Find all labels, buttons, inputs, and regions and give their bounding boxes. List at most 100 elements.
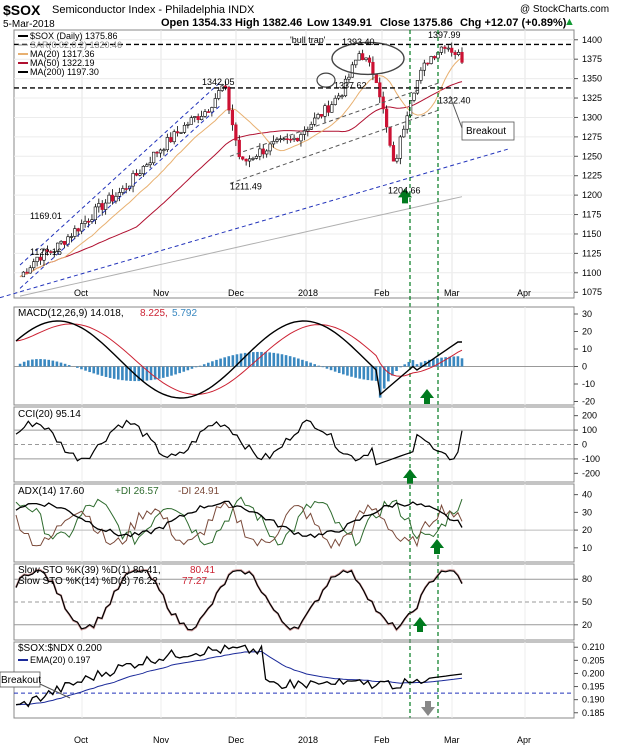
macd-histogram-bar [272,352,276,367]
candle-body [361,53,365,61]
candle-body [409,100,413,117]
candle-body [145,164,149,167]
minus-di-label: -DI 24.91 [178,486,220,497]
candle-body [196,116,200,120]
candle-body [241,156,245,160]
candle-body [395,157,399,162]
macd-histogram-bar [419,362,423,367]
macd-histogram-bar [378,366,382,398]
macd-histogram-bar [43,359,46,367]
macd-histogram-bar [31,359,34,367]
ratio-down-arrow-icon [421,701,435,716]
candle-body [357,53,361,61]
candle-body [350,64,354,78]
price-ytick-label: 1250 [582,151,602,161]
macd-histogram-bar [26,360,30,367]
candle-body [189,117,193,125]
macd-histogram-bar [268,352,271,367]
ratio-xtick-label: 2018 [298,735,318,745]
candle-body [323,105,327,117]
candle-body [223,85,228,88]
macd-line [15,320,462,399]
candle-body [45,249,50,252]
candle-body [134,173,139,176]
macd-histogram-bar [18,363,22,367]
candle-body [97,203,101,208]
candle-body [453,52,457,55]
candle-body [398,136,402,159]
macd-histogram-bar [194,366,198,368]
macd-histogram-bar [96,366,100,375]
candle-body [69,236,73,238]
candle-body [104,202,108,210]
macd-histogram-bar [403,364,407,367]
candle-body [76,228,80,232]
price-annotation: 1204.66 [388,186,421,196]
panel-ytick-label: 0 [582,362,587,372]
candle-body [443,46,447,49]
symbol: $SOX [3,2,41,18]
candle-body [391,145,396,162]
candle-body [333,97,337,105]
cci-title: CCI(20) 95.14 [18,409,81,420]
macd-histogram-bar [108,366,112,378]
macd-histogram-bar [170,366,173,376]
candle-body [388,126,392,146]
breakout-label-box [461,121,515,141]
macd-histogram-bar [174,366,177,375]
candle-body [230,109,235,126]
sto-title-2: Slow STO %K(14) %D(3) 76.22, [18,576,161,587]
macd-histogram-bar [227,356,231,367]
macd-histogram-bar [243,352,247,367]
price-annotation: 1122.16 [30,247,62,257]
macd-histogram-bar [350,366,353,377]
candle-body [186,124,190,126]
long-trendline [0,148,511,299]
candle-body [21,271,26,278]
macd-histogram-bar [305,361,308,367]
macd-title: MACD(12,26,9) 14.018, [18,308,124,319]
candle-body [193,116,197,118]
candle-body [422,62,426,71]
macd-hist-value: 5.792 [172,308,197,319]
macd-histogram-bar [337,366,341,374]
macd-histogram-bar [321,366,325,368]
candle-body [405,115,409,130]
macd-histogram-bar [415,364,419,367]
price-xtick-label: Feb [374,288,390,298]
panel-ytick-label: -10 [582,379,595,389]
macd-histogram-bar [432,358,435,367]
candle-body [165,137,169,151]
ratio-xtick-label: Oct [74,735,89,745]
macd-histogram-bar [354,366,357,378]
ratio-xtick-label: Dec [228,735,245,745]
panel-ytick-label: 200 [582,411,597,421]
macd-histogram-bar [333,366,337,372]
macd-histogram-bar [264,352,267,367]
ratio-xtick-label: Feb [374,735,390,745]
candle-body [306,129,310,132]
chart-header: $SOX Semiconductor Index - Philadelphia … [0,0,620,30]
breakout-pointer [449,95,463,129]
candle-body [316,114,320,119]
trend-channel-upper [19,82,221,266]
breakout-label: Breakout [466,126,506,137]
macd-histogram-bar [395,366,398,371]
macd-histogram-bar [252,352,255,367]
macd-signal-line [15,323,463,395]
panel-ytick-label: -200 [582,468,600,478]
macd-histogram-bar [427,359,431,367]
candle-body [258,148,262,157]
ma20-line [19,57,463,278]
candle-body [172,131,176,143]
macd-histogram-bar [51,360,55,367]
macd-histogram-bar [129,366,132,381]
candle-body [432,56,437,59]
price-ytick-label: 1225 [582,171,602,181]
candle-body [446,47,450,50]
macd-histogram-bar [260,351,263,367]
candle-body [319,114,324,117]
price-ytick-label: 1325 [582,93,602,103]
candle-body [206,111,211,113]
price-xtick-label: 2018 [298,288,318,298]
